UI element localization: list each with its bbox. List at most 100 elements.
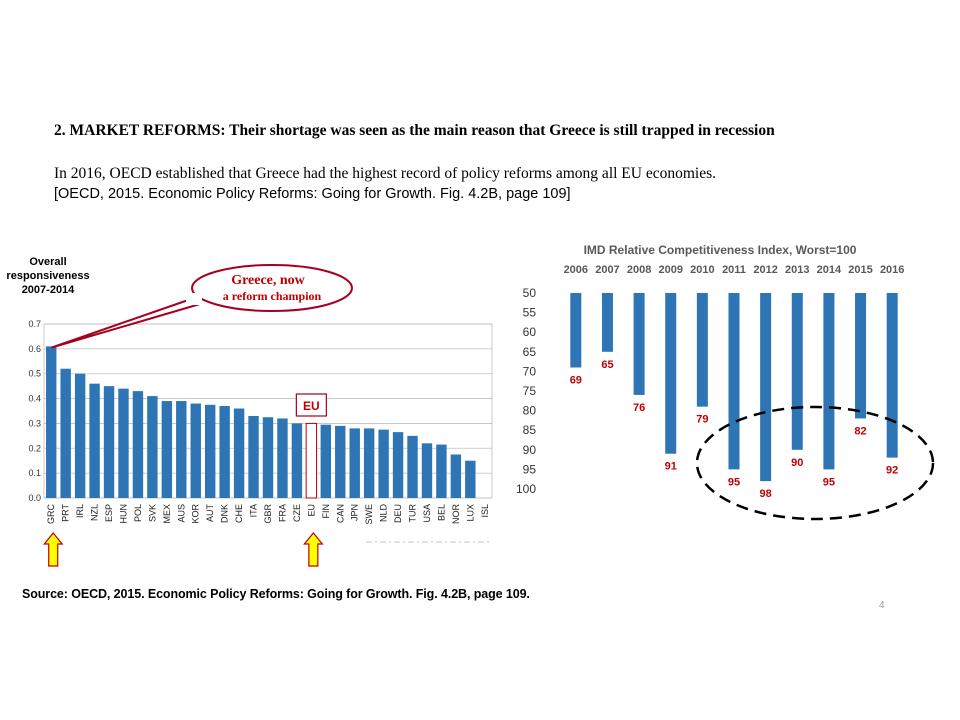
x-tick-label: BEL bbox=[436, 504, 446, 521]
x-tick-label: MEX bbox=[162, 504, 172, 524]
bar-esp bbox=[103, 386, 115, 498]
year-label: 2010 bbox=[690, 264, 714, 276]
x-tick-label: CHE bbox=[234, 504, 244, 523]
y-tick-label: 0.4 bbox=[28, 394, 41, 404]
data-label: 92 bbox=[886, 465, 898, 477]
data-label: 95 bbox=[728, 476, 740, 488]
x-tick-label: AUS bbox=[176, 504, 186, 523]
page-number: 4 bbox=[879, 600, 885, 611]
x-tick-label: DNK bbox=[220, 504, 230, 523]
data-label: 91 bbox=[665, 461, 677, 473]
bar-tur bbox=[407, 435, 418, 498]
bar-dnk bbox=[219, 406, 230, 498]
bar-kor bbox=[190, 403, 201, 498]
chart-title: IMD Relative Competitiveness Index, Wors… bbox=[584, 243, 857, 257]
bar-ita bbox=[248, 415, 259, 498]
x-tick-label: NLD bbox=[379, 504, 389, 523]
x-tick-label: ISL bbox=[480, 504, 490, 518]
y-tick-label: 95 bbox=[523, 462, 537, 476]
oecd-statement: In 2016, OECD established that Greece ha… bbox=[54, 165, 716, 182]
eu-label-box bbox=[295, 393, 327, 417]
x-tick-label: SWE bbox=[364, 504, 374, 525]
bar-prt bbox=[60, 368, 71, 498]
bar-grc bbox=[46, 346, 57, 498]
data-label: 98 bbox=[760, 488, 772, 500]
x-tick-label: ESP bbox=[104, 504, 114, 522]
x-tick-label: HUN bbox=[118, 504, 128, 524]
bar-gbr bbox=[262, 417, 274, 498]
x-tick-label: CZE bbox=[292, 504, 302, 522]
greece-up-arrow bbox=[42, 532, 64, 567]
y-tick-label: 55 bbox=[523, 306, 537, 320]
bar-2013 bbox=[791, 293, 803, 450]
bar-irl bbox=[74, 373, 86, 498]
callout-text-line2: a reform champion bbox=[223, 289, 322, 303]
x-tick-label: JPN bbox=[350, 504, 360, 521]
x-tick-label: FIN bbox=[321, 504, 331, 519]
bar-bel bbox=[436, 444, 447, 498]
bar-nor bbox=[450, 454, 462, 498]
slide-heading: 2. MARKET REFORMS: Their shortage was se… bbox=[54, 122, 775, 139]
data-label: 79 bbox=[696, 414, 708, 426]
bar-2016 bbox=[886, 293, 898, 458]
year-label: 2014 bbox=[817, 264, 842, 276]
y-tick-label: 85 bbox=[523, 423, 537, 437]
greece-callout-bubble bbox=[191, 264, 353, 312]
bar-eu bbox=[305, 422, 318, 499]
bar-deu bbox=[392, 432, 404, 498]
y-tick-label: 60 bbox=[523, 325, 537, 339]
y-tick-label: 0.3 bbox=[28, 418, 41, 428]
bar-cze bbox=[291, 423, 303, 498]
y-tick-label: 0.7 bbox=[28, 319, 41, 329]
bar-nzl bbox=[89, 383, 100, 498]
year-label: 2013 bbox=[785, 264, 809, 276]
oecd-responsiveness-chart: Overall responsiveness 2007-2014 0.0 0.1 0.2 0… bbox=[6, 256, 493, 567]
y-tick-label: 0.1 bbox=[28, 468, 41, 478]
bar-can bbox=[335, 425, 346, 498]
bar-2012 bbox=[760, 293, 772, 482]
y-tick-label: 0.6 bbox=[28, 344, 41, 354]
x-tick-label: CAN bbox=[335, 504, 345, 523]
x-tick-label: SVK bbox=[147, 504, 157, 522]
y-axis-label: Overall responsiveness 2007-2014 bbox=[6, 256, 89, 296]
x-tick-label: DEU bbox=[393, 504, 403, 523]
bar-usa bbox=[421, 443, 433, 498]
data-label: 82 bbox=[854, 425, 866, 437]
x-tick-label: LUX bbox=[465, 504, 475, 522]
year-label: 2008 bbox=[627, 264, 651, 276]
oecd-reference: [OECD, 2015. Economic Policy Reforms: Go… bbox=[54, 186, 571, 202]
y-tick-label: 70 bbox=[523, 364, 537, 378]
year-label: 2011 bbox=[722, 264, 746, 276]
source-note: Source: OECD, 2015. Economic Policy Refo… bbox=[22, 587, 530, 601]
bar-jpn bbox=[349, 428, 360, 498]
y-tick-label: 75 bbox=[523, 384, 537, 398]
bar-aut bbox=[204, 404, 216, 498]
bar-nld bbox=[378, 429, 389, 498]
bar-aus bbox=[176, 401, 187, 498]
eu-up-arrow bbox=[303, 532, 324, 567]
bar-pol bbox=[132, 391, 144, 498]
x-tick-label: KOR bbox=[191, 504, 201, 524]
data-label: 76 bbox=[633, 402, 645, 414]
data-label: 69 bbox=[570, 374, 582, 386]
bar-svk bbox=[147, 396, 158, 498]
bar-2006 bbox=[570, 293, 582, 368]
imd-competitiveness-chart: IMD Relative Competitiveness Index, Wors… bbox=[516, 243, 935, 521]
y-tick-label: 0.2 bbox=[28, 443, 41, 453]
x-tick-label: ITA bbox=[249, 504, 259, 517]
callout-pointer bbox=[51, 297, 201, 349]
x-tick-label: GRC bbox=[46, 504, 56, 525]
year-label: 2006 bbox=[564, 264, 588, 276]
year-label: 2012 bbox=[753, 264, 777, 276]
y-tick-label: 100 bbox=[516, 482, 536, 496]
y-tick-label: 50 bbox=[523, 286, 537, 300]
bar-2015 bbox=[855, 293, 867, 419]
year-label: 2007 bbox=[595, 264, 619, 276]
x-tick-label: USA bbox=[422, 504, 432, 523]
bar-fin bbox=[320, 424, 332, 498]
x-tick-label: TUR bbox=[408, 504, 418, 523]
bar-lux bbox=[465, 460, 476, 498]
data-label: 90 bbox=[791, 457, 803, 469]
y-tick-label: 65 bbox=[523, 345, 537, 359]
x-tick-label: NZL bbox=[90, 504, 100, 521]
